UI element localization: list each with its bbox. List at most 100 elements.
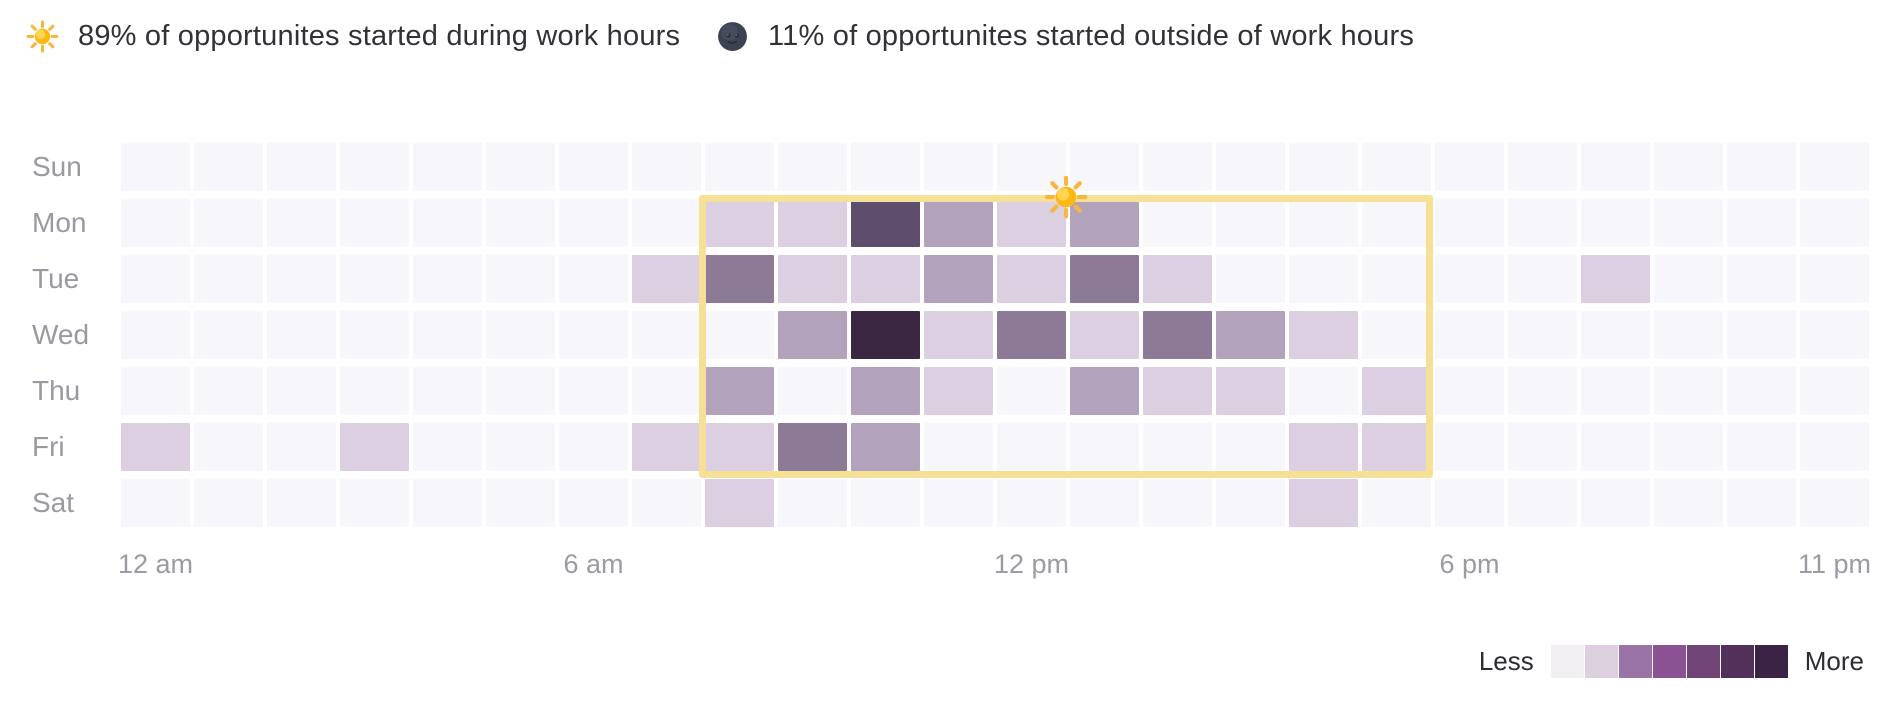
heatmap-cell[interactable] (194, 423, 263, 471)
heatmap-cell[interactable] (1508, 479, 1577, 527)
heatmap-cell[interactable] (1143, 423, 1212, 471)
heatmap-cell[interactable] (267, 199, 336, 247)
heatmap-cell[interactable] (1143, 255, 1212, 303)
heatmap-cell[interactable] (851, 199, 920, 247)
heatmap-cell[interactable] (705, 143, 774, 191)
heatmap-cell[interactable] (1216, 255, 1285, 303)
heatmap-cell[interactable] (778, 367, 847, 415)
heatmap-cell[interactable] (1070, 199, 1139, 247)
heatmap-cell[interactable] (924, 423, 993, 471)
heatmap-cell[interactable] (1143, 311, 1212, 359)
heatmap-cell[interactable] (1070, 255, 1139, 303)
heatmap-cell[interactable] (1581, 199, 1650, 247)
heatmap-cell[interactable] (851, 423, 920, 471)
heatmap-cell[interactable] (1654, 423, 1723, 471)
heatmap-cell[interactable] (1800, 367, 1869, 415)
heatmap-cell[interactable] (997, 255, 1066, 303)
heatmap-cell[interactable] (1581, 143, 1650, 191)
heatmap-cell[interactable] (413, 199, 482, 247)
heatmap-cell[interactable] (778, 423, 847, 471)
heatmap-cell[interactable] (924, 311, 993, 359)
heatmap-cell[interactable] (705, 255, 774, 303)
heatmap-cell[interactable] (1508, 423, 1577, 471)
heatmap-cell[interactable] (1654, 143, 1723, 191)
heatmap-cell[interactable] (1508, 311, 1577, 359)
heatmap-cell[interactable] (559, 479, 628, 527)
heatmap-cell[interactable] (1435, 479, 1504, 527)
heatmap-cell[interactable] (778, 255, 847, 303)
heatmap-cell[interactable] (1070, 423, 1139, 471)
heatmap-cell[interactable] (997, 311, 1066, 359)
heatmap-cell[interactable] (1216, 199, 1285, 247)
heatmap-cell[interactable] (486, 255, 555, 303)
heatmap-cell[interactable] (1727, 367, 1796, 415)
heatmap-cell[interactable] (340, 255, 409, 303)
heatmap-cell[interactable] (778, 311, 847, 359)
heatmap-cell[interactable] (1800, 199, 1869, 247)
heatmap-cell[interactable] (778, 143, 847, 191)
heatmap-cell[interactable] (1508, 367, 1577, 415)
heatmap-cell[interactable] (413, 423, 482, 471)
heatmap-cell[interactable] (340, 423, 409, 471)
heatmap-cell[interactable] (1070, 479, 1139, 527)
heatmap-cell[interactable] (1289, 255, 1358, 303)
heatmap-cell[interactable] (267, 423, 336, 471)
heatmap-cell[interactable] (1435, 255, 1504, 303)
heatmap-cell[interactable] (997, 479, 1066, 527)
heatmap-cell[interactable] (1800, 255, 1869, 303)
heatmap-cell[interactable] (705, 199, 774, 247)
heatmap-cell[interactable] (121, 311, 190, 359)
heatmap-cell[interactable] (1727, 423, 1796, 471)
heatmap-cell[interactable] (1289, 199, 1358, 247)
heatmap-cell[interactable] (1362, 199, 1431, 247)
heatmap-cell[interactable] (267, 311, 336, 359)
heatmap-cell[interactable] (1070, 367, 1139, 415)
heatmap-cell[interactable] (851, 367, 920, 415)
heatmap-cell[interactable] (1581, 255, 1650, 303)
heatmap-cell[interactable] (778, 479, 847, 527)
heatmap-cell[interactable] (851, 255, 920, 303)
heatmap-cell[interactable] (705, 311, 774, 359)
heatmap-cell[interactable] (121, 199, 190, 247)
heatmap-cell[interactable] (1800, 479, 1869, 527)
heatmap-cell[interactable] (194, 367, 263, 415)
heatmap-cell[interactable] (1362, 311, 1431, 359)
heatmap-cell[interactable] (851, 479, 920, 527)
heatmap-cell[interactable] (267, 143, 336, 191)
heatmap-cell[interactable] (705, 423, 774, 471)
heatmap-cell[interactable] (486, 311, 555, 359)
heatmap-cell[interactable] (851, 143, 920, 191)
heatmap-cell[interactable] (1070, 311, 1139, 359)
heatmap-cell[interactable] (924, 143, 993, 191)
heatmap-cell[interactable] (1435, 199, 1504, 247)
heatmap-cell[interactable] (559, 423, 628, 471)
heatmap-cell[interactable] (997, 423, 1066, 471)
heatmap-cell[interactable] (267, 479, 336, 527)
heatmap-cell[interactable] (121, 255, 190, 303)
heatmap-cell[interactable] (267, 367, 336, 415)
heatmap-cell[interactable] (559, 367, 628, 415)
heatmap-cell[interactable] (559, 311, 628, 359)
heatmap-cell[interactable] (1727, 255, 1796, 303)
heatmap-cell[interactable] (1289, 143, 1358, 191)
heatmap-cell[interactable] (1362, 479, 1431, 527)
heatmap-cell[interactable] (997, 367, 1066, 415)
heatmap-cell[interactable] (413, 367, 482, 415)
heatmap-cell[interactable] (340, 311, 409, 359)
heatmap-cell[interactable] (1435, 143, 1504, 191)
heatmap-cell[interactable] (705, 367, 774, 415)
heatmap-cell[interactable] (1216, 479, 1285, 527)
heatmap-cell[interactable] (632, 479, 701, 527)
heatmap-cell[interactable] (1581, 479, 1650, 527)
heatmap-cell[interactable] (486, 199, 555, 247)
heatmap-cell[interactable] (559, 255, 628, 303)
heatmap-cell[interactable] (486, 367, 555, 415)
heatmap-cell[interactable] (1800, 143, 1869, 191)
heatmap-cell[interactable] (194, 311, 263, 359)
heatmap-cell[interactable] (121, 479, 190, 527)
heatmap-cell[interactable] (778, 199, 847, 247)
heatmap-cell[interactable] (1800, 423, 1869, 471)
heatmap-cell[interactable] (340, 367, 409, 415)
heatmap-cell[interactable] (486, 143, 555, 191)
heatmap-cell[interactable] (1143, 143, 1212, 191)
